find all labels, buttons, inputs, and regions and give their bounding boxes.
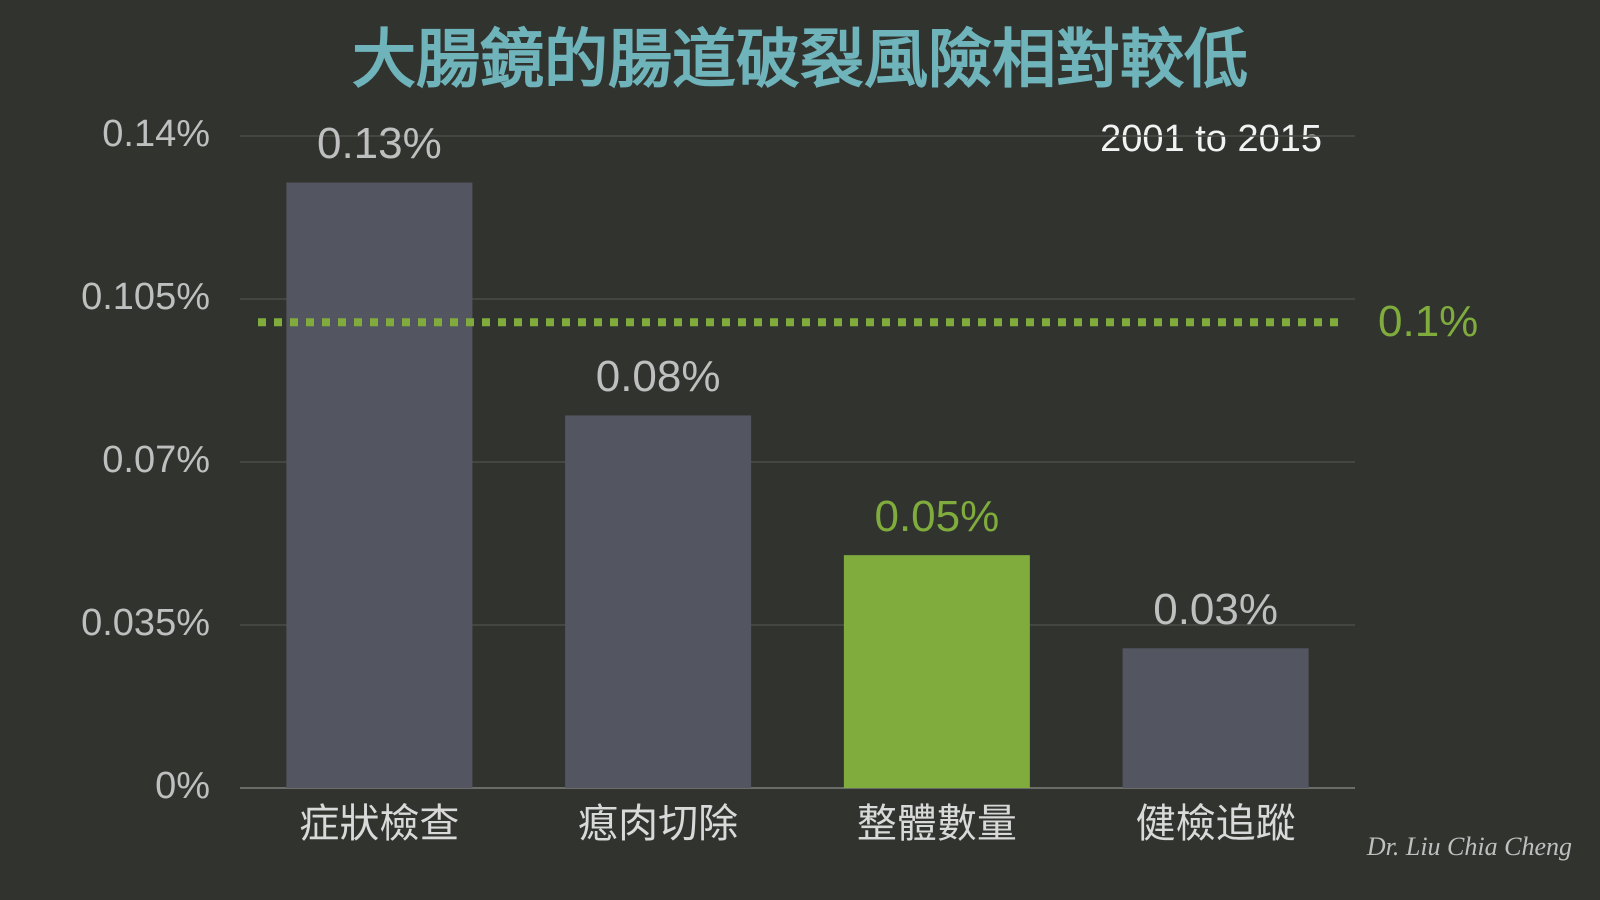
chart-subtitle: 2001 to 2015 [1100,118,1322,160]
reference-label: 0.1% [1378,297,1478,346]
bar [565,415,752,788]
value-label: 0.05% [874,492,999,541]
watermark: Dr. Liu Chia Cheng [1366,832,1572,861]
bar [1122,648,1309,788]
bar [286,182,473,789]
value-label: 0.08% [596,352,721,401]
y-tick-label: 0.14% [102,113,210,155]
x-tick-label: 整體數量 [857,801,1017,847]
y-tick-label: 0.07% [102,439,210,481]
y-tick-label: 0% [155,765,210,807]
chart-title: 大腸鏡的腸道破裂風險相對較低 [352,24,1248,98]
y-tick-label: 0.105% [81,276,210,318]
bar [843,555,1030,788]
x-tick-label: 瘜肉切除 [578,801,738,847]
y-tick-label: 0.035% [81,602,210,644]
value-label: 0.13% [317,119,442,168]
x-tick-label: 症狀檢查 [299,801,459,847]
x-tick-label: 健檢追蹤 [1136,801,1296,847]
value-label: 0.03% [1153,585,1278,634]
